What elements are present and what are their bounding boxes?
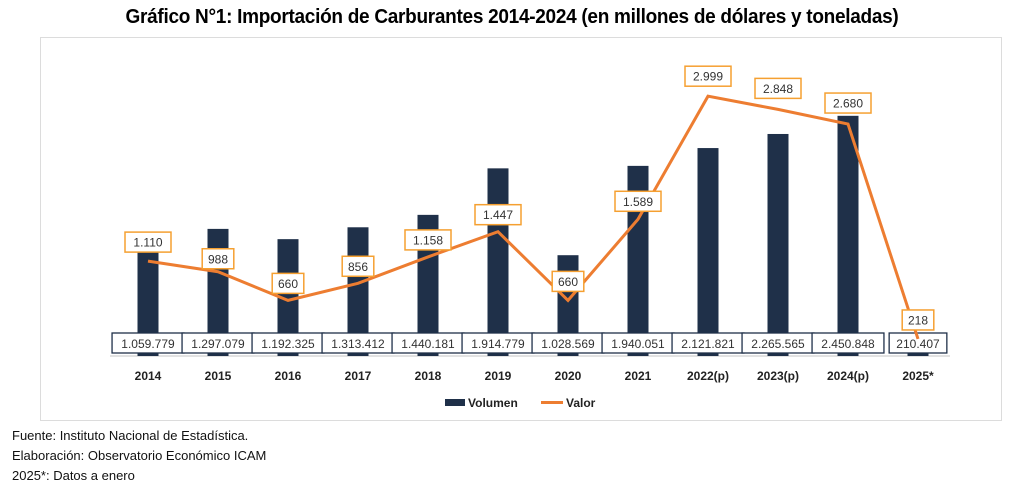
bar-label-2018: 1.440.181 bbox=[391, 332, 465, 354]
bar-label-2025*: 210.407 bbox=[888, 332, 948, 354]
legend-label-volumen: Volumen bbox=[468, 396, 518, 410]
x-tick-2019: 2019 bbox=[485, 369, 512, 383]
line-label-box bbox=[901, 309, 935, 331]
bar-label-text: 1.313.412 bbox=[331, 337, 385, 351]
line-label-text: 2.680 bbox=[833, 97, 863, 111]
line-label-text: 2.999 bbox=[693, 70, 723, 84]
line-label-box bbox=[271, 272, 305, 295]
bar-label-text: 2.121.821 bbox=[681, 337, 735, 351]
x-tick-2017: 2017 bbox=[345, 369, 372, 383]
bar-label-2016: 1.192.325 bbox=[251, 332, 325, 354]
line-label-2018: 1.158 bbox=[404, 229, 452, 251]
line-label-box bbox=[124, 231, 172, 253]
line-label-2024(p): 2.680 bbox=[824, 92, 872, 114]
line-label-text: 988 bbox=[208, 252, 228, 266]
line-label-box bbox=[824, 92, 872, 114]
line-label-2015: 988 bbox=[201, 248, 235, 270]
line-label-box bbox=[341, 255, 375, 278]
x-tick-2025*: 2025* bbox=[902, 369, 934, 383]
line-label-text: 2.848 bbox=[763, 82, 793, 96]
bar-label-text: 1.059.779 bbox=[121, 337, 175, 351]
line-valor bbox=[147, 94, 920, 340]
elaboration-note: Elaboración: Observatorio Económico ICAM bbox=[12, 448, 267, 463]
bar-label-text: 210.407 bbox=[896, 337, 940, 351]
line-label-2025*: 218 bbox=[901, 309, 935, 331]
line-label-box bbox=[684, 65, 732, 87]
bar-label-text: 1.940.051 bbox=[611, 337, 665, 351]
x-tick-2021: 2021 bbox=[625, 369, 652, 383]
x-tick-2023(p): 2023(p) bbox=[757, 369, 799, 383]
bar-volumen-2022(p) bbox=[697, 148, 719, 356]
bar-label-text: 1.440.181 bbox=[401, 337, 455, 351]
bar-label-text: 2.265.565 bbox=[751, 337, 805, 351]
line-label-text: 1.589 bbox=[623, 195, 653, 209]
x-tick-2014: 2014 bbox=[135, 369, 162, 383]
line-label-text: 1.158 bbox=[413, 233, 443, 247]
bar-volumen-2014 bbox=[137, 252, 159, 356]
x-tick-2015: 2015 bbox=[205, 369, 232, 383]
line-label-box bbox=[614, 190, 662, 213]
x-tick-2016: 2016 bbox=[275, 369, 302, 383]
bar-volumen-2019 bbox=[487, 168, 509, 356]
line-label-2017: 856 bbox=[341, 255, 375, 278]
footnote: 2025*: Datos a enero bbox=[12, 468, 135, 483]
bar-label-text: 2.450.848 bbox=[821, 337, 875, 351]
line-label-text: 1.110 bbox=[133, 236, 162, 250]
legend-label-valor: Valor bbox=[566, 396, 596, 410]
bar-label-2017: 1.313.412 bbox=[321, 332, 395, 354]
chart-title: Gráfico N°1: Importación de Carburantes … bbox=[125, 6, 899, 28]
line-label-2016: 660 bbox=[271, 272, 305, 295]
bar-label-box bbox=[888, 332, 948, 354]
x-tick-2022(p): 2022(p) bbox=[687, 369, 729, 383]
line-label-text: 218 bbox=[908, 313, 928, 327]
bar-label-2019: 1.914.779 bbox=[461, 332, 535, 354]
x-tick-2020: 2020 bbox=[555, 369, 582, 383]
line-label-2022(p): 2.999 bbox=[684, 65, 732, 87]
bar-label-text: 1.192.325 bbox=[261, 337, 315, 351]
source-note: Fuente: Instituto Nacional de Estadístic… bbox=[12, 428, 249, 443]
line-label-box bbox=[474, 203, 522, 226]
chart-notes: Fuente: Instituto Nacional de Estadístic… bbox=[12, 426, 266, 486]
line-label-box bbox=[201, 248, 235, 270]
x-tick-2024(p): 2024(p) bbox=[827, 369, 869, 383]
bar-label-text: 1.914.779 bbox=[471, 337, 525, 351]
line-label-box bbox=[754, 77, 802, 100]
bar-label-2021: 1.940.051 bbox=[601, 332, 675, 354]
line-label-text: 856 bbox=[348, 260, 368, 274]
bar-volumen-2021 bbox=[627, 165, 649, 356]
bar-label-2023(p): 2.265.565 bbox=[741, 332, 815, 354]
bar-label-2014: 1.059.779 bbox=[111, 332, 185, 354]
line-label-text: 1.447 bbox=[483, 208, 513, 222]
line-label-box bbox=[551, 270, 585, 293]
bar-label-2015: 1.297.079 bbox=[181, 332, 255, 354]
x-tick-2018: 2018 bbox=[415, 369, 442, 383]
line-label-2019: 1.447 bbox=[474, 203, 522, 226]
line-label-box bbox=[404, 229, 452, 251]
legend-swatch-volumen bbox=[445, 399, 465, 406]
line-label-2014: 1.110 bbox=[124, 231, 172, 253]
bar-label-text: 1.028.569 bbox=[541, 337, 595, 351]
bar-volumen-2016 bbox=[277, 239, 299, 356]
bar-label-text: 1.297.079 bbox=[191, 337, 245, 351]
bar-label-box bbox=[811, 332, 885, 354]
bar-label-2022(p): 2.121.821 bbox=[671, 332, 745, 354]
legend: Volumen Valor bbox=[445, 396, 596, 410]
line-label-2020: 660 bbox=[551, 270, 585, 293]
line-label-text: 660 bbox=[278, 277, 298, 291]
line-label-text: 660 bbox=[558, 275, 578, 289]
line-label-2021: 1.589 bbox=[614, 190, 662, 213]
bar-volumen-2024(p) bbox=[837, 115, 859, 356]
bar-volumen-2023(p) bbox=[767, 133, 789, 356]
line-label-2023(p): 2.848 bbox=[754, 77, 802, 100]
bar-label-2024(p): 2.450.848 bbox=[811, 332, 885, 354]
bar-label-2020: 1.028.569 bbox=[531, 332, 605, 354]
